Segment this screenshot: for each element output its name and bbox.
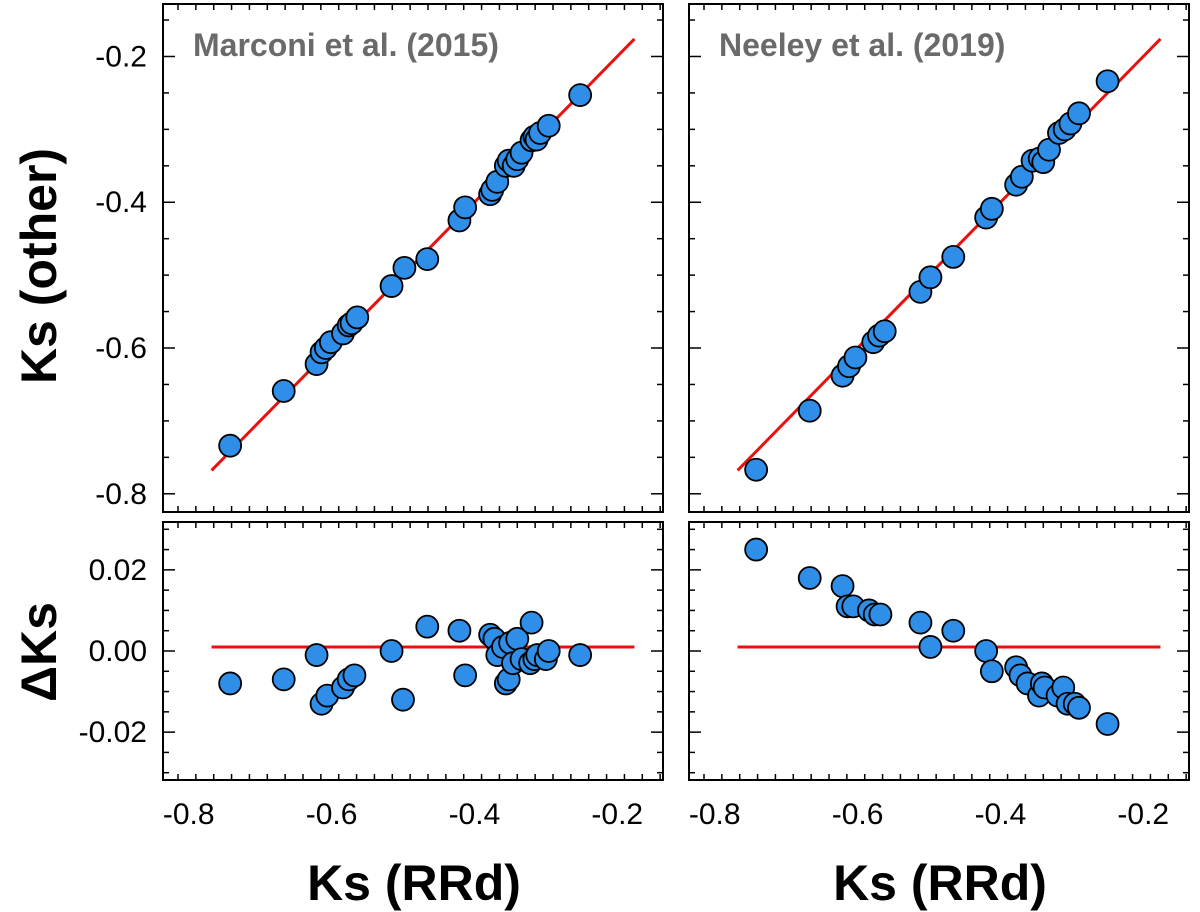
data-point <box>918 635 943 659</box>
data-point <box>979 196 1004 221</box>
data-point <box>568 83 593 108</box>
panel-title: Marconi et al. (2015) <box>193 27 499 63</box>
data-point <box>536 639 561 663</box>
y-tick-label: 0.00 <box>89 635 147 668</box>
data-point <box>941 245 966 269</box>
plot-frame <box>162 3 664 513</box>
data-point <box>979 659 1004 684</box>
x-tick-label: -0.4 <box>975 798 1027 831</box>
y-axis-title-top: Ks (other) <box>11 148 67 384</box>
data-point <box>843 345 868 370</box>
data-point <box>868 602 893 627</box>
data-point <box>872 319 897 344</box>
data-point <box>304 643 329 667</box>
data-point <box>797 566 822 590</box>
data-point <box>830 574 855 598</box>
data-point <box>379 274 404 298</box>
data-point <box>379 639 404 663</box>
y-tick-label: -0.6 <box>95 332 147 365</box>
y-tick-label: 0.02 <box>89 554 147 587</box>
y-axis-title-bottom: ΔKs <box>11 602 67 702</box>
x-tick-label: -0.8 <box>689 798 741 831</box>
plot-frame <box>688 3 1190 513</box>
data-point <box>342 663 367 688</box>
data-point <box>218 671 243 696</box>
data-point <box>744 457 769 482</box>
data-point <box>1067 101 1091 126</box>
data-point <box>519 610 544 635</box>
data-point <box>797 398 822 423</box>
x-tick-label: -0.6 <box>832 798 884 831</box>
data-point <box>453 663 478 688</box>
data-point <box>415 614 440 639</box>
data-point <box>271 667 296 692</box>
y-tick-label: -0.8 <box>95 478 147 511</box>
data-point <box>941 618 966 643</box>
x-tick-label: -0.4 <box>449 798 501 831</box>
data-point <box>453 195 478 220</box>
y-tick-label: -0.02 <box>79 716 147 749</box>
x-axis-title-left: Ks (RRd) <box>307 855 521 911</box>
data-point <box>345 305 370 330</box>
panel-bottom-left: -0.02 0.00 0.02 -0.8 -0.6 -0.4 -0.2 <box>79 521 664 831</box>
data-point <box>974 639 999 663</box>
x-axis-title-right: Ks (RRd) <box>833 855 1047 911</box>
data-point <box>744 537 769 562</box>
data-point <box>918 265 943 290</box>
data-point <box>447 618 472 643</box>
data-point <box>1095 712 1120 736</box>
data-point <box>1095 69 1120 94</box>
data-point <box>1067 695 1091 720</box>
panel-bottom-right: -0.8 -0.6 -0.4 -0.2 <box>688 521 1190 831</box>
data-point <box>392 255 417 280</box>
data-point <box>271 379 296 403</box>
x-tick-label: -0.2 <box>591 798 643 831</box>
panel-top-left: -0.8 -0.6 -0.4 -0.2 Marconi et al. (2015) <box>95 3 664 513</box>
panel-title: Neeley et al. (2019) <box>719 27 1005 63</box>
y-tick-label: -0.4 <box>95 186 147 219</box>
data-point <box>415 247 440 271</box>
data-point <box>536 113 561 138</box>
data-point <box>391 687 415 712</box>
data-point <box>568 643 593 667</box>
y-tick-label: -0.2 <box>95 40 147 73</box>
panel-top-right: Neeley et al. (2019) <box>688 3 1190 513</box>
x-tick-label: -0.8 <box>163 798 215 831</box>
data-point <box>218 433 243 458</box>
x-tick-label: -0.2 <box>1117 798 1169 831</box>
x-tick-label: -0.6 <box>306 798 358 831</box>
data-point <box>908 610 933 635</box>
